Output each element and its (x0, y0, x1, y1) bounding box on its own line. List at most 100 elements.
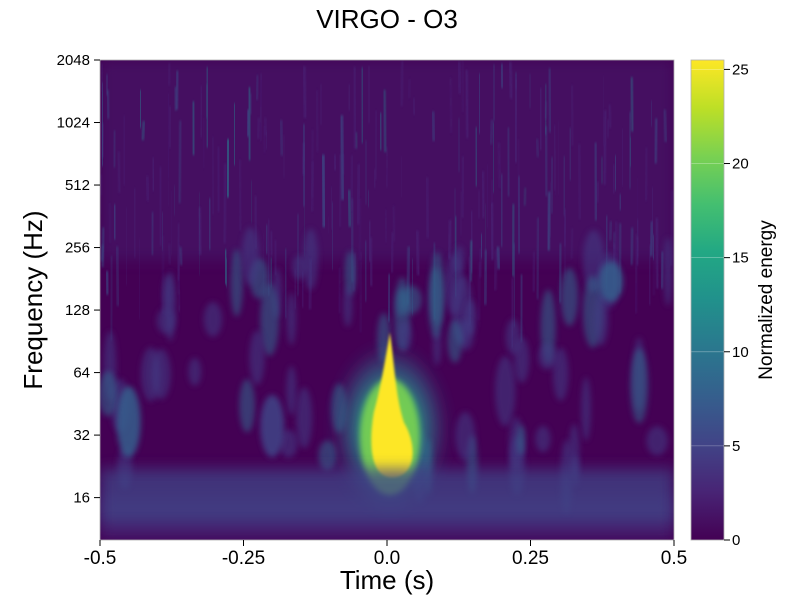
noise-streak (333, 154, 337, 171)
noise-blob (447, 319, 463, 363)
noise-streak (392, 205, 396, 242)
x-axis: -0.5 -0.25 0.0 0.25 0.5 (84, 540, 687, 569)
noise-streak (447, 219, 452, 259)
noise-blob (151, 348, 171, 400)
noise-streak (259, 73, 262, 142)
colorbar-tick-label: 25 (732, 61, 749, 78)
noise-streak (474, 127, 478, 187)
noise-blob (286, 366, 297, 415)
noise-streak (340, 115, 345, 200)
noise-streak (168, 105, 172, 148)
noise-blob (241, 227, 260, 286)
colorbar-gridlines (691, 69, 724, 447)
noise-streak (257, 117, 260, 139)
noise-streak (310, 130, 314, 198)
noise-streak (226, 139, 230, 198)
noise-streak (315, 90, 319, 153)
noise-streak (517, 138, 520, 208)
noise-streak (596, 181, 600, 203)
feature-blob (260, 394, 285, 458)
noise-streak (652, 254, 656, 296)
noise-streak (108, 202, 112, 243)
y-tick-label: 128 (65, 302, 90, 319)
noise-streak (508, 62, 513, 99)
noise-blob (344, 250, 357, 297)
noise-streak (101, 227, 105, 268)
noise-texture (100, 60, 674, 540)
noise-streak (217, 146, 221, 212)
noise-streak (490, 202, 495, 261)
noise-streak (175, 70, 179, 110)
colorbar-label: Normalized energy (756, 220, 777, 380)
colorbar-tick-label: 20 (732, 156, 749, 173)
noise-streak (461, 156, 465, 218)
noise-streak (602, 110, 607, 185)
noise-streak (256, 74, 259, 100)
features (100, 261, 674, 524)
noise-blob (593, 293, 609, 346)
noise-streak (507, 127, 510, 197)
noise-blob (296, 387, 313, 449)
x-axis-label: Time (s) (340, 565, 434, 595)
noise-streak (514, 78, 518, 163)
noise-streak (284, 248, 287, 319)
noise-streak (523, 187, 527, 206)
noise-streak (578, 144, 582, 220)
noise-streak (369, 237, 373, 287)
noise-streak (167, 63, 171, 86)
noise-streak (100, 63, 104, 92)
noise-blob (279, 429, 298, 458)
noise-blob (318, 440, 337, 471)
colorbar: 0 5 10 15 20 25 Normalized energy (690, 59, 777, 549)
noise-streak (532, 251, 536, 292)
noise-blob (239, 378, 255, 433)
noise-streak (302, 66, 307, 119)
noise-blob (568, 424, 580, 477)
chart-title: VIRGO - O3 (316, 4, 458, 34)
noise-blob (535, 425, 551, 453)
noise-streak (630, 77, 634, 132)
event-core (371, 332, 413, 478)
noise-blob (560, 267, 579, 326)
noise-streak (361, 67, 364, 144)
colorbar-ticks: 0 5 10 15 20 25 (724, 61, 749, 549)
noise-streak (415, 230, 420, 276)
noise-streak (151, 211, 154, 255)
y-tick-label: 1024 (57, 115, 90, 132)
noise-blob (630, 348, 649, 424)
colorbar-tick-label: 10 (732, 344, 749, 361)
noise-blob (495, 356, 516, 427)
noise-streak (100, 174, 103, 196)
noise-streak (141, 121, 145, 141)
noise-streak (247, 87, 252, 161)
noise-streak (464, 69, 470, 139)
noise-blob (396, 321, 413, 351)
noise-streak (558, 243, 563, 303)
noise-streak (355, 132, 358, 149)
colorbar-tick-label: 5 (732, 438, 740, 455)
noise-streak (569, 127, 572, 181)
noise-streak (490, 119, 493, 145)
y-tick-label: 2048 (57, 52, 90, 69)
noise-streak (635, 233, 638, 314)
noise-blob (249, 330, 265, 385)
noise-streak (178, 120, 182, 204)
y-tick-label: 256 (65, 240, 90, 257)
noise-streak (408, 79, 411, 99)
noise-streak (655, 217, 660, 289)
noise-blob (230, 249, 243, 317)
noise-streak (173, 86, 177, 111)
noise-streak (511, 203, 515, 277)
noise-streak (500, 63, 504, 89)
noise-streak (498, 142, 501, 188)
colorbar-tick-label: 0 (732, 532, 740, 549)
noise-streak (660, 251, 664, 289)
noise-streak (457, 61, 462, 94)
noise-streak (133, 188, 137, 258)
noise-streak (338, 154, 342, 227)
noise-streak (654, 118, 658, 164)
noise-streak (263, 126, 266, 153)
noise-streak (412, 98, 416, 115)
feature-band (100, 468, 674, 524)
y-axis: 16 32 64 128 256 512 1024 2048 (57, 52, 100, 507)
